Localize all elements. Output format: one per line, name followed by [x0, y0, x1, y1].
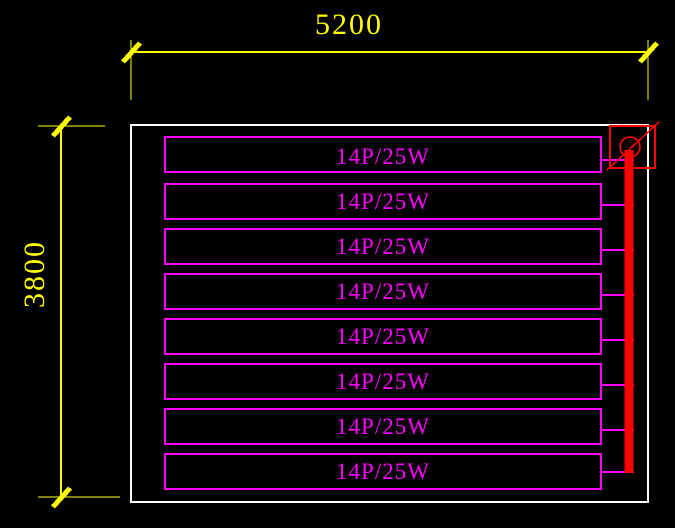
dim-left-tick-bottom [51, 486, 72, 509]
riser-symbol-box[interactable] [609, 125, 656, 169]
dimension-label-left: 3800 [18, 240, 51, 308]
module-label-8: 14P/25W [336, 459, 430, 484]
module-rect[interactable] [164, 363, 602, 400]
module-rect[interactable] [164, 136, 602, 173]
module-rect[interactable] [164, 228, 602, 265]
module-label-1: 14P/25W [336, 144, 430, 169]
module-rect[interactable] [164, 183, 602, 220]
module-rect[interactable] [164, 318, 602, 355]
module-label-5: 14P/25W [336, 324, 430, 349]
module-label-3: 14P/25W [336, 234, 430, 259]
module-rect[interactable] [164, 408, 602, 445]
module-label-4: 14P/25W [336, 279, 430, 304]
circle-slash-line [606, 121, 660, 171]
circle-with-slash-icon[interactable] [619, 136, 641, 158]
roof-outline-rect [130, 124, 649, 503]
dim-top-tick-left [121, 41, 142, 64]
dim-left-tick-top [51, 115, 72, 138]
dim-top-tick-right [638, 41, 659, 64]
module-label-7: 14P/25W [336, 414, 430, 439]
dimension-label-top: 5200 [315, 8, 383, 41]
module-rect[interactable] [164, 273, 602, 310]
module-label-2: 14P/25W [336, 189, 430, 214]
module-label-6: 14P/25W [336, 369, 430, 394]
